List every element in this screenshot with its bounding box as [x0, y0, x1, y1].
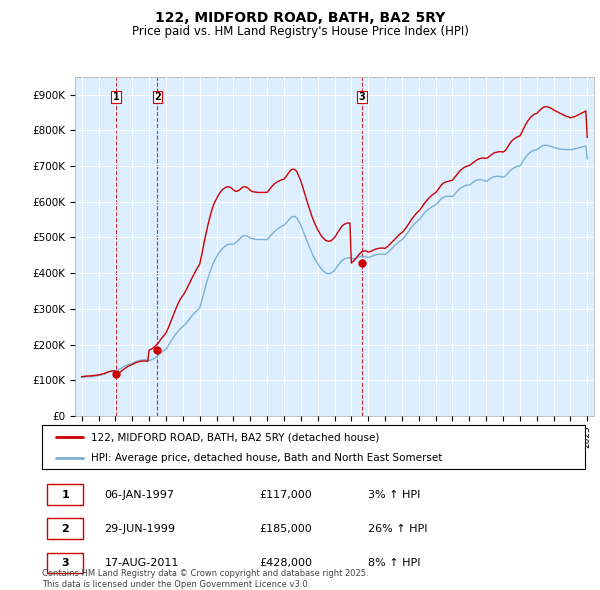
- FancyBboxPatch shape: [47, 484, 83, 505]
- Text: £117,000: £117,000: [259, 490, 312, 500]
- Text: 1: 1: [113, 92, 119, 102]
- Text: 3: 3: [359, 92, 365, 102]
- Text: 1: 1: [61, 490, 69, 500]
- Text: 29-JUN-1999: 29-JUN-1999: [104, 524, 175, 534]
- Text: 26% ↑ HPI: 26% ↑ HPI: [368, 524, 427, 534]
- Text: 17-AUG-2011: 17-AUG-2011: [104, 558, 179, 568]
- FancyBboxPatch shape: [47, 552, 83, 573]
- Text: 2: 2: [154, 92, 161, 102]
- Text: 122, MIDFORD ROAD, BATH, BA2 5RY (detached house): 122, MIDFORD ROAD, BATH, BA2 5RY (detach…: [91, 432, 379, 442]
- Text: £185,000: £185,000: [259, 524, 312, 534]
- Text: 06-JAN-1997: 06-JAN-1997: [104, 490, 175, 500]
- Text: 3: 3: [62, 558, 69, 568]
- Text: 122, MIDFORD ROAD, BATH, BA2 5RY: 122, MIDFORD ROAD, BATH, BA2 5RY: [155, 11, 445, 25]
- Text: Contains HM Land Registry data © Crown copyright and database right 2025.
This d: Contains HM Land Registry data © Crown c…: [42, 569, 368, 589]
- Text: 2: 2: [61, 524, 69, 534]
- Text: 8% ↑ HPI: 8% ↑ HPI: [368, 558, 420, 568]
- Text: Price paid vs. HM Land Registry's House Price Index (HPI): Price paid vs. HM Land Registry's House …: [131, 25, 469, 38]
- Text: £428,000: £428,000: [259, 558, 312, 568]
- Text: HPI: Average price, detached house, Bath and North East Somerset: HPI: Average price, detached house, Bath…: [91, 453, 442, 463]
- Text: 3% ↑ HPI: 3% ↑ HPI: [368, 490, 420, 500]
- FancyBboxPatch shape: [47, 519, 83, 539]
